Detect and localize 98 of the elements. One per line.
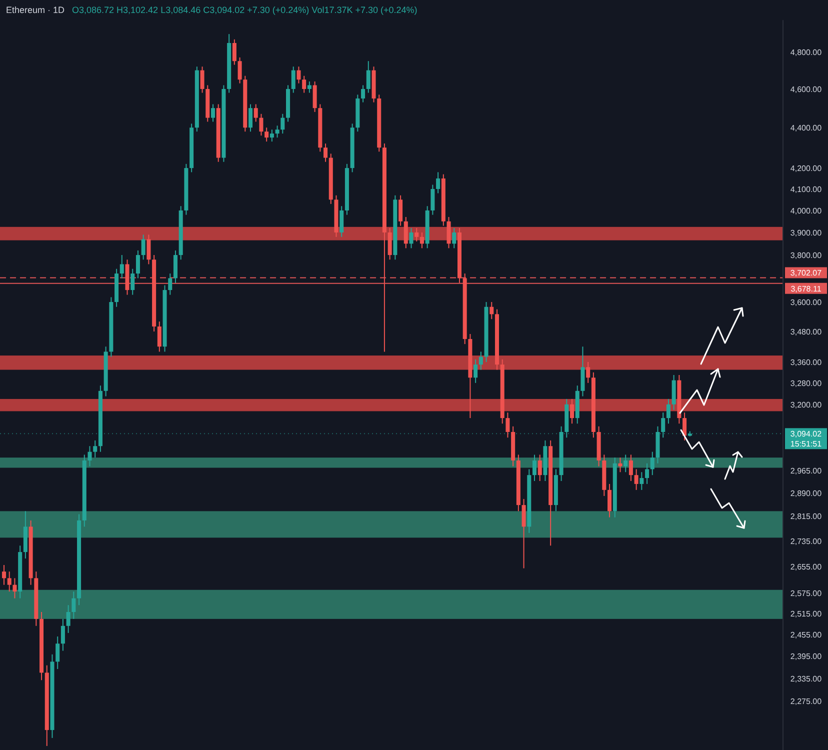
candlestick xyxy=(264,127,269,142)
candlestick xyxy=(436,172,440,194)
y-tick-label: 3,800.00 xyxy=(790,251,822,260)
candlestick xyxy=(7,571,12,592)
y-tick-label: 2,275.00 xyxy=(790,696,822,706)
candlestick xyxy=(146,234,151,265)
candlestick xyxy=(340,206,344,238)
candlestick xyxy=(93,440,98,458)
y-tick-label: 2,455.00 xyxy=(790,630,822,640)
candlestick xyxy=(168,273,172,296)
candlestick xyxy=(388,228,392,260)
y-tick-label: 3,360.00 xyxy=(790,358,822,367)
candlestick xyxy=(522,498,526,569)
candlestick xyxy=(580,346,585,397)
candlestick xyxy=(398,194,403,226)
candlestick xyxy=(650,451,654,476)
candlestick xyxy=(200,66,204,94)
y-tick-label: 4,600.00 xyxy=(790,84,822,94)
candlestick xyxy=(136,250,140,279)
candlestick xyxy=(618,457,622,473)
ref-line-label: 3,702.07 xyxy=(790,268,822,278)
ref-line-label: 3,094.02 xyxy=(790,430,822,439)
text: 15:51:51 xyxy=(790,440,822,449)
candlestick xyxy=(291,66,296,94)
y-tick-label: 2,965.00 xyxy=(790,466,822,476)
chart-subtitle: O3,086.72 H3,102.42 L3,084.46 C3,094.02 +7.30 (+0.24%) Vol17.37K +7.30 (+0.24%) xyxy=(72,5,418,15)
candlestick xyxy=(682,412,687,441)
y-tick-label: 2,515.00 xyxy=(790,610,822,619)
candlestick xyxy=(661,412,666,438)
y-tick-label: 2,735.00 xyxy=(790,536,822,546)
candlestick xyxy=(628,454,633,482)
y-tick-label: 4,200.00 xyxy=(790,164,822,174)
candlestick xyxy=(404,216,408,249)
candlestick xyxy=(238,56,242,84)
candlestick xyxy=(361,84,366,103)
y-tick-label: 3,200.00 xyxy=(790,400,822,410)
candlestick xyxy=(12,578,17,599)
y-tick-label: 2,335.00 xyxy=(790,674,822,684)
candlestick xyxy=(624,454,628,473)
candlestick xyxy=(66,604,70,634)
candlestick xyxy=(446,216,451,249)
candlestick xyxy=(634,468,638,490)
candlestick xyxy=(141,234,146,260)
candlestick xyxy=(259,113,264,136)
y-tick-label: 2,575.00 xyxy=(790,589,822,598)
candlestick xyxy=(280,113,285,134)
candlestick xyxy=(270,129,274,142)
candlestick xyxy=(586,361,590,384)
candlestick xyxy=(254,104,258,122)
candlestick xyxy=(60,618,65,652)
candlestick xyxy=(414,228,419,242)
candlestick xyxy=(130,268,135,296)
candlestick xyxy=(490,302,494,320)
candlestick xyxy=(275,125,280,138)
y-tick-label: 4,000.00 xyxy=(790,206,822,216)
candlestick xyxy=(474,358,478,384)
candlestick xyxy=(506,412,510,438)
y-tick-label: 3,280.00 xyxy=(790,378,822,388)
chart-title: Ethereum · 1D xyxy=(6,5,66,15)
candlestick xyxy=(409,228,414,249)
candlestick xyxy=(666,398,670,424)
candlestick xyxy=(640,472,644,490)
candlestick xyxy=(296,66,301,84)
y-tick-label: 2,815.00 xyxy=(790,512,822,521)
candlestick xyxy=(302,75,306,94)
candlestick xyxy=(452,228,456,249)
candlestick xyxy=(645,462,650,484)
y-tick-label: 3,600.00 xyxy=(790,298,822,308)
candlestick xyxy=(248,104,253,132)
candlestick xyxy=(478,351,483,370)
y-tick-label: 2,655.00 xyxy=(790,562,822,572)
candlestick xyxy=(210,104,215,122)
candlestick xyxy=(430,184,435,216)
candlestick xyxy=(420,232,424,249)
y-tick-label: 3,900.00 xyxy=(790,228,822,238)
candlestick xyxy=(532,454,537,482)
candlestick xyxy=(324,143,328,162)
candlestick xyxy=(173,250,178,284)
y-tick-label: 4,400.00 xyxy=(790,124,822,133)
candlestick xyxy=(570,398,574,424)
y-tick-label: 2,890.00 xyxy=(790,488,822,498)
candlestick xyxy=(2,564,6,586)
candlestick xyxy=(538,454,542,482)
y-tick-label: 3,480.00 xyxy=(790,327,822,336)
candlestick xyxy=(312,80,317,112)
candlestick xyxy=(88,446,92,467)
candlestick xyxy=(56,636,60,670)
candlestick xyxy=(157,321,162,352)
ref-line-label: 3,678.11 xyxy=(790,284,822,294)
candlestick xyxy=(608,483,612,518)
candlestick xyxy=(366,60,370,94)
candlestick xyxy=(232,38,236,66)
y-tick-label: 4,100.00 xyxy=(790,184,822,194)
candlestick xyxy=(307,80,312,94)
y-tick-label: 4,800.00 xyxy=(790,48,822,57)
candlestick xyxy=(120,254,124,279)
candlestick xyxy=(72,591,76,620)
y-tick-label: 2,395.00 xyxy=(790,652,822,662)
